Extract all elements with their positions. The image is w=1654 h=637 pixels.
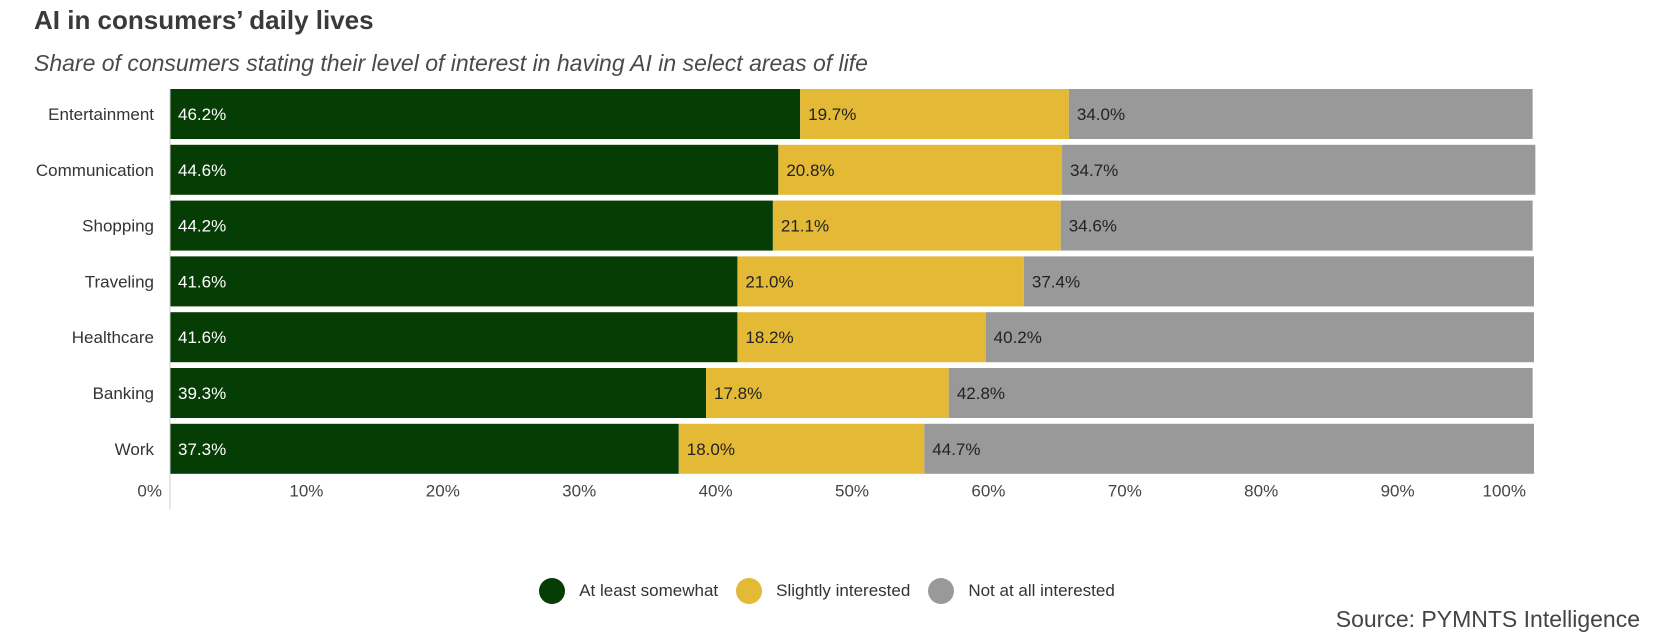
chart-title: AI in consumers’ daily lives	[34, 5, 374, 35]
legend-label-not-at-all-interested: Not at all interested	[968, 581, 1115, 600]
data-label-banking-not-at-all-interested: 42.8%	[957, 384, 1005, 403]
bar-healthcare-slightly-interested	[737, 312, 986, 363]
legend-label-at-least-somewhat: At least somewhat	[579, 581, 719, 600]
stacked-bar-chart: Entertainment 46.2% 19.7% 34.0% Communicatio…	[36, 89, 1536, 510]
data-label-work-at-least-somewhat: 37.3%	[178, 440, 226, 459]
bar-communication-at-least-somewhat	[170, 144, 779, 195]
category-label-shopping: Shopping	[82, 217, 154, 236]
data-label-banking-at-least-somewhat: 39.3%	[178, 384, 226, 403]
bar-shopping-not-at-all-interested	[1060, 200, 1533, 251]
x-tick-label: 0%	[137, 482, 162, 501]
data-label-entertainment-not-at-all-interested: 34.0%	[1077, 105, 1125, 124]
x-tick-label: 30%	[562, 482, 596, 501]
bar-banking-not-at-all-interested	[948, 368, 1533, 418]
x-tick-label: 70%	[1108, 482, 1142, 501]
x-tick-label: 10%	[289, 482, 323, 501]
bar-entertainment-not-at-all-interested	[1068, 89, 1533, 139]
bar-entertainment-at-least-somewhat	[170, 89, 801, 139]
data-label-entertainment-at-least-somewhat: 46.2%	[178, 105, 226, 124]
data-label-banking-slightly-interested: 17.8%	[714, 384, 762, 403]
legend-item-at-least-somewhat: At least somewhat	[539, 578, 718, 604]
bar-shopping-slightly-interested	[772, 200, 1061, 251]
data-label-traveling-at-least-somewhat: 41.6%	[178, 272, 226, 291]
category-label-healthcare: Healthcare	[72, 328, 154, 347]
legend-swatch-slightly-interested	[736, 578, 763, 604]
data-label-shopping-slightly-interested: 21.1%	[781, 217, 829, 236]
legend-swatch-not-at-all-interested	[928, 578, 955, 604]
x-tick-label: 100%	[1483, 482, 1526, 501]
data-label-shopping-at-least-somewhat: 44.2%	[178, 217, 226, 236]
bar-work-slightly-interested	[678, 423, 925, 474]
data-label-work-not-at-all-interested: 44.7%	[932, 440, 980, 459]
x-tick-label: 20%	[426, 482, 460, 501]
x-tick-label: 90%	[1381, 482, 1415, 501]
data-label-healthcare-not-at-all-interested: 40.2%	[994, 328, 1042, 347]
data-label-entertainment-slightly-interested: 19.7%	[808, 105, 856, 124]
legend-item-not-at-all-interested: Not at all interested	[928, 578, 1115, 604]
bar-traveling-slightly-interested	[737, 256, 1024, 307]
data-label-traveling-slightly-interested: 21.0%	[745, 272, 793, 291]
bar-work-not-at-all-interested	[924, 423, 1534, 474]
bar-shopping-at-least-somewhat	[170, 200, 773, 251]
legend-label-slightly-interested: Slightly interested	[776, 581, 911, 600]
category-label-work: Work	[115, 440, 155, 459]
data-label-healthcare-slightly-interested: 18.2%	[745, 328, 793, 347]
category-label-traveling: Traveling	[85, 272, 154, 291]
legend-item-slightly-interested: Slightly interested	[736, 578, 910, 604]
bar-healthcare-not-at-all-interested	[985, 312, 1534, 363]
bar-communication-slightly-interested	[778, 144, 1063, 195]
x-tick-label: 80%	[1244, 482, 1278, 501]
bar-banking-slightly-interested	[706, 368, 949, 418]
bar-entertainment-slightly-interested	[800, 89, 1069, 139]
data-label-communication-slightly-interested: 20.8%	[786, 161, 834, 180]
bar-healthcare-at-least-somewhat	[170, 312, 738, 363]
data-label-shopping-not-at-all-interested: 34.6%	[1069, 217, 1117, 236]
legend-swatch-at-least-somewhat	[539, 578, 566, 604]
source-note: Source: PYMNTS Intelligence	[1335, 606, 1640, 632]
x-tick-label: 60%	[971, 482, 1005, 501]
data-label-communication-not-at-all-interested: 34.7%	[1070, 161, 1118, 180]
bar-communication-not-at-all-interested	[1062, 144, 1536, 195]
category-label-entertainment: Entertainment	[48, 105, 154, 124]
chart-legend: At least somewhat Slightly interested No…	[0, 578, 1654, 604]
category-label-communication: Communication	[36, 161, 154, 180]
chart-subtitle: Share of consumers stating their level o…	[34, 50, 868, 76]
bar-traveling-not-at-all-interested	[1023, 256, 1534, 307]
data-label-healthcare-at-least-somewhat: 41.6%	[178, 328, 226, 347]
x-tick-label: 40%	[699, 482, 733, 501]
category-label-banking: Banking	[93, 384, 154, 403]
data-label-work-slightly-interested: 18.0%	[687, 440, 735, 459]
x-tick-label: 50%	[835, 482, 869, 501]
bar-banking-at-least-somewhat	[170, 368, 707, 418]
bar-work-at-least-somewhat	[170, 423, 679, 474]
bar-traveling-at-least-somewhat	[170, 256, 738, 307]
data-label-communication-at-least-somewhat: 44.6%	[178, 161, 226, 180]
data-label-traveling-not-at-all-interested: 37.4%	[1032, 272, 1080, 291]
